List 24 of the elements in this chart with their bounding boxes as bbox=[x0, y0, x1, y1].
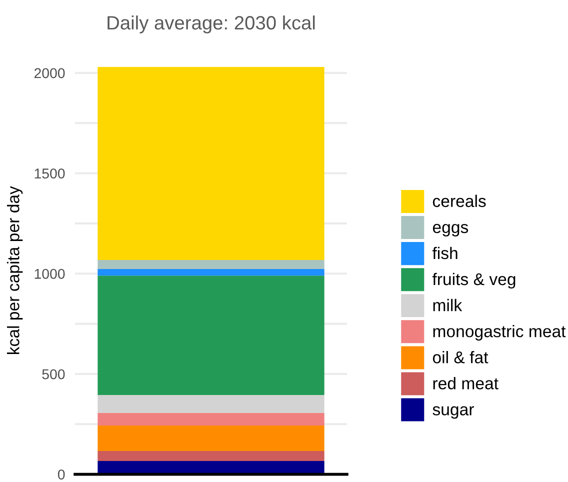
legend-label: red meat bbox=[433, 377, 498, 390]
legend-label: oil & fat bbox=[432, 350, 488, 364]
y-tick-label: 2000 bbox=[34, 68, 65, 78]
bar bbox=[98, 426, 324, 452]
bar bbox=[98, 461, 324, 474]
legend-label: sugar bbox=[432, 406, 474, 419]
y-tick-label: 1000 bbox=[34, 268, 65, 279]
legend-label: eggs bbox=[432, 224, 468, 236]
bar bbox=[98, 451, 324, 462]
y-tick-label: 1500 bbox=[34, 168, 65, 179]
bar bbox=[98, 412, 324, 426]
legend-label: cereals bbox=[432, 194, 486, 208]
legend-label: monogastric meat bbox=[433, 324, 566, 341]
chart-title: Daily average: 2030 kcal bbox=[108, 16, 315, 34]
bar bbox=[98, 268, 324, 276]
legend-label: fruits & veg bbox=[432, 272, 516, 289]
y-tick-label: 500 bbox=[42, 369, 65, 380]
bar bbox=[98, 276, 324, 396]
legend-label: fish bbox=[432, 246, 458, 260]
legend-label: milk bbox=[433, 298, 462, 312]
y-tick-label: 0 bbox=[58, 470, 65, 480]
bar bbox=[98, 260, 324, 269]
y-axis-title: kcal per capita per day bbox=[6, 186, 23, 354]
bar bbox=[98, 395, 324, 413]
